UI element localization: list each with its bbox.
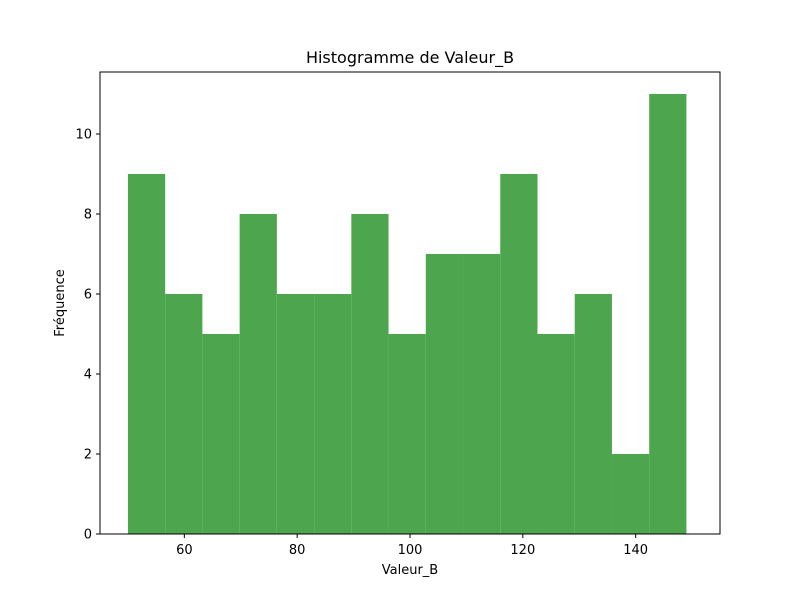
histogram-bar xyxy=(425,254,464,534)
y-tick-label: 6 xyxy=(84,288,92,303)
histogram-bar xyxy=(314,294,352,534)
y-tick-label: 4 xyxy=(84,368,92,383)
x-axis: 60 80 100 120 140 xyxy=(176,534,648,558)
chart-title: Histogramme de Valeur_B xyxy=(306,48,514,68)
histogram-bar xyxy=(500,174,538,534)
histogram-bar xyxy=(388,334,426,534)
x-tick-label: 60 xyxy=(176,543,193,558)
y-tick-label: 8 xyxy=(84,208,92,223)
histogram-bar xyxy=(537,334,575,534)
histogram-bar xyxy=(239,214,277,534)
histogram-bar xyxy=(463,254,501,534)
y-axis-label: Fréquence xyxy=(53,269,68,336)
histogram-bar xyxy=(611,454,650,534)
histogram-bar xyxy=(649,94,687,534)
x-axis-label: Valeur_B xyxy=(382,563,438,578)
histogram-bar xyxy=(165,294,203,534)
histogram-bar xyxy=(127,174,166,534)
x-tick-label: 140 xyxy=(623,543,648,558)
y-tick-label: 2 xyxy=(84,448,92,463)
x-tick-label: 100 xyxy=(398,543,423,558)
histogram-bar xyxy=(351,214,389,534)
y-tick-label: 0 xyxy=(84,528,92,543)
bars-layer xyxy=(127,94,687,534)
histogram-bar xyxy=(202,334,240,534)
y-tick-label: 10 xyxy=(75,128,92,143)
x-tick-label: 80 xyxy=(289,543,306,558)
histogram-bar xyxy=(276,294,315,534)
x-tick-label: 120 xyxy=(510,543,535,558)
y-axis: 0 2 4 6 8 10 xyxy=(75,128,100,543)
histogram-bar xyxy=(574,294,612,534)
